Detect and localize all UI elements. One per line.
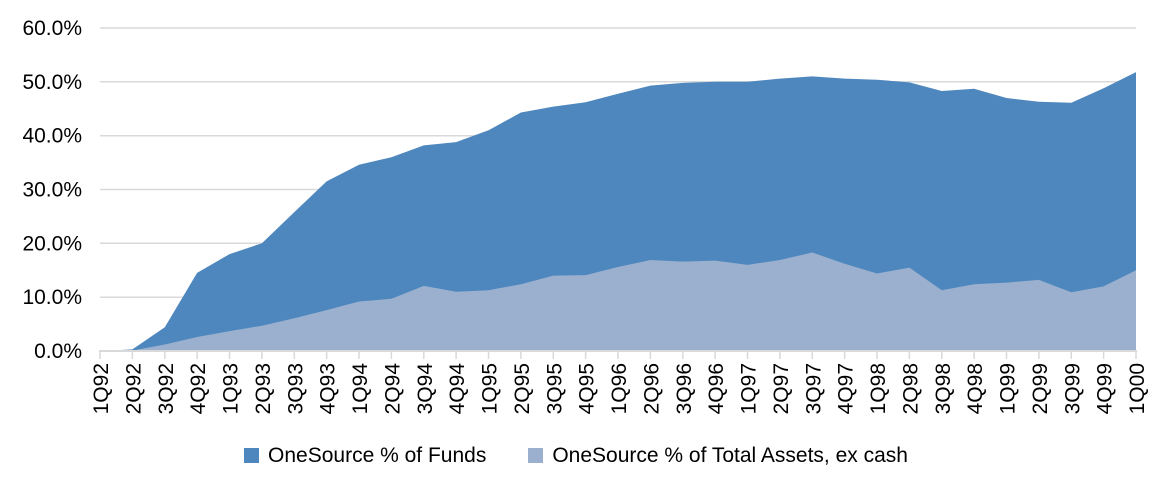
x-tick-label: 1Q95 [479, 363, 502, 414]
x-tick-label: 3Q94 [414, 363, 437, 415]
x-tick-label: 4Q93 [317, 363, 340, 414]
x-tick-label: 1Q92 [90, 363, 113, 414]
y-tick-label: 0.0% [34, 340, 82, 363]
x-tick-label: 4Q96 [705, 363, 728, 414]
x-tick-label: 1Q98 [867, 363, 890, 414]
x-tick-label: 2Q92 [122, 363, 145, 414]
x-tick-label: 2Q97 [770, 363, 793, 414]
legend-swatch-total-assets [528, 447, 544, 463]
area-total-assets [100, 252, 1136, 351]
x-tick-label: 4Q97 [835, 363, 858, 414]
legend-swatch-funds [244, 447, 260, 463]
legend-label-total-assets: OneSource % of Total Assets, ex cash [552, 443, 908, 467]
x-tick-label: 1Q93 [220, 363, 243, 414]
y-tick-label: 40.0% [22, 125, 82, 148]
x-tick-label: 3Q96 [673, 363, 696, 414]
x-tick-label: 2Q98 [899, 363, 922, 414]
x-tick-label: 2Q95 [511, 363, 534, 414]
x-tick-label: 4Q98 [964, 363, 987, 414]
y-tick-label: 60.0% [22, 17, 82, 40]
legend-item-total-assets: OneSource % of Total Assets, ex cash [528, 445, 908, 466]
x-tick-label: 3Q92 [155, 363, 178, 414]
legend-label-funds: OneSource % of Funds [268, 443, 487, 467]
x-tick-label: 3Q93 [284, 363, 307, 414]
x-tick-label: 4Q99 [1094, 363, 1117, 414]
x-tick-label: 4Q94 [446, 363, 469, 415]
x-tick-label: 4Q92 [187, 363, 210, 414]
x-tick-label: 3Q98 [932, 363, 955, 414]
area-chart: 0.0% 10.0% 20.0% 30.0% 40.0% 50.0% 60.0% 1Q92 2Q… [22, 17, 1149, 415]
y-tick-label: 30.0% [22, 179, 82, 202]
x-tick-label: 2Q94 [381, 363, 404, 415]
x-tick-label: 2Q96 [640, 363, 663, 414]
x-tick-label: 1Q94 [349, 363, 372, 415]
x-tick-label: 1Q97 [738, 363, 761, 414]
chart-legend: OneSource % of Funds OneSource % of Tota… [0, 438, 1152, 472]
y-tick-label: 20.0% [22, 232, 82, 255]
x-tick-label: 1Q00 [1126, 363, 1149, 414]
x-tick-label: 2Q99 [1029, 363, 1052, 414]
x-tick-label: 3Q99 [1061, 363, 1084, 414]
x-tick-label: 2Q93 [252, 363, 275, 414]
y-tick-label: 50.0% [22, 71, 82, 94]
x-tick-label: 1Q99 [997, 363, 1020, 414]
x-tick-label: 4Q95 [576, 363, 599, 414]
x-tick-label: 3Q97 [802, 363, 825, 414]
x-tick-label: 3Q95 [543, 363, 566, 414]
y-tick-label: 10.0% [22, 286, 82, 309]
legend-item-funds: OneSource % of Funds [244, 445, 486, 466]
x-tick-label: 1Q96 [608, 363, 631, 414]
